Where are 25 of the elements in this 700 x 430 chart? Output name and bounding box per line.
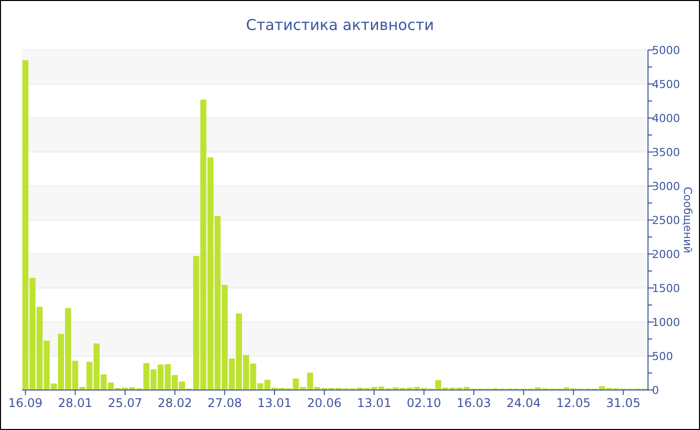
y-tick-label: 3000: [652, 180, 680, 193]
y-tick-label: 2000: [652, 248, 680, 261]
x-tick-label: 20.06: [307, 396, 342, 410]
y-tick-label: 4500: [652, 78, 680, 91]
x-tick-label: 28.02: [158, 396, 192, 410]
x-tick-label: 16.09: [8, 396, 43, 410]
y-tick-label: 1000: [652, 316, 680, 329]
x-tick-label: 27.08: [207, 396, 242, 410]
x-tick-label: 12.05: [556, 396, 591, 410]
y-axis-title: Сообщений: [681, 186, 694, 254]
x-tick-label: 24.04: [506, 396, 541, 410]
y-tick-label: 4000: [652, 112, 680, 125]
x-tick-label: 25.07: [108, 396, 142, 410]
x-tick-label: 16.03: [456, 396, 491, 410]
x-tick-label: 02.10: [406, 396, 442, 410]
x-tick-label: 13.01: [257, 396, 292, 410]
y-tick-label: 1500: [652, 282, 680, 295]
chart-title: Статистика активности: [246, 16, 434, 34]
y-tick-label: 5000: [652, 44, 680, 57]
y-tick-label: 2500: [652, 214, 680, 227]
y-tick-label: 3500: [652, 146, 680, 159]
x-tick-label: 13.01: [356, 396, 392, 410]
x-tick-label: 31.05: [606, 396, 640, 410]
x-tick-label: 28.01: [58, 396, 92, 410]
y-tick-label: 500: [652, 350, 673, 363]
